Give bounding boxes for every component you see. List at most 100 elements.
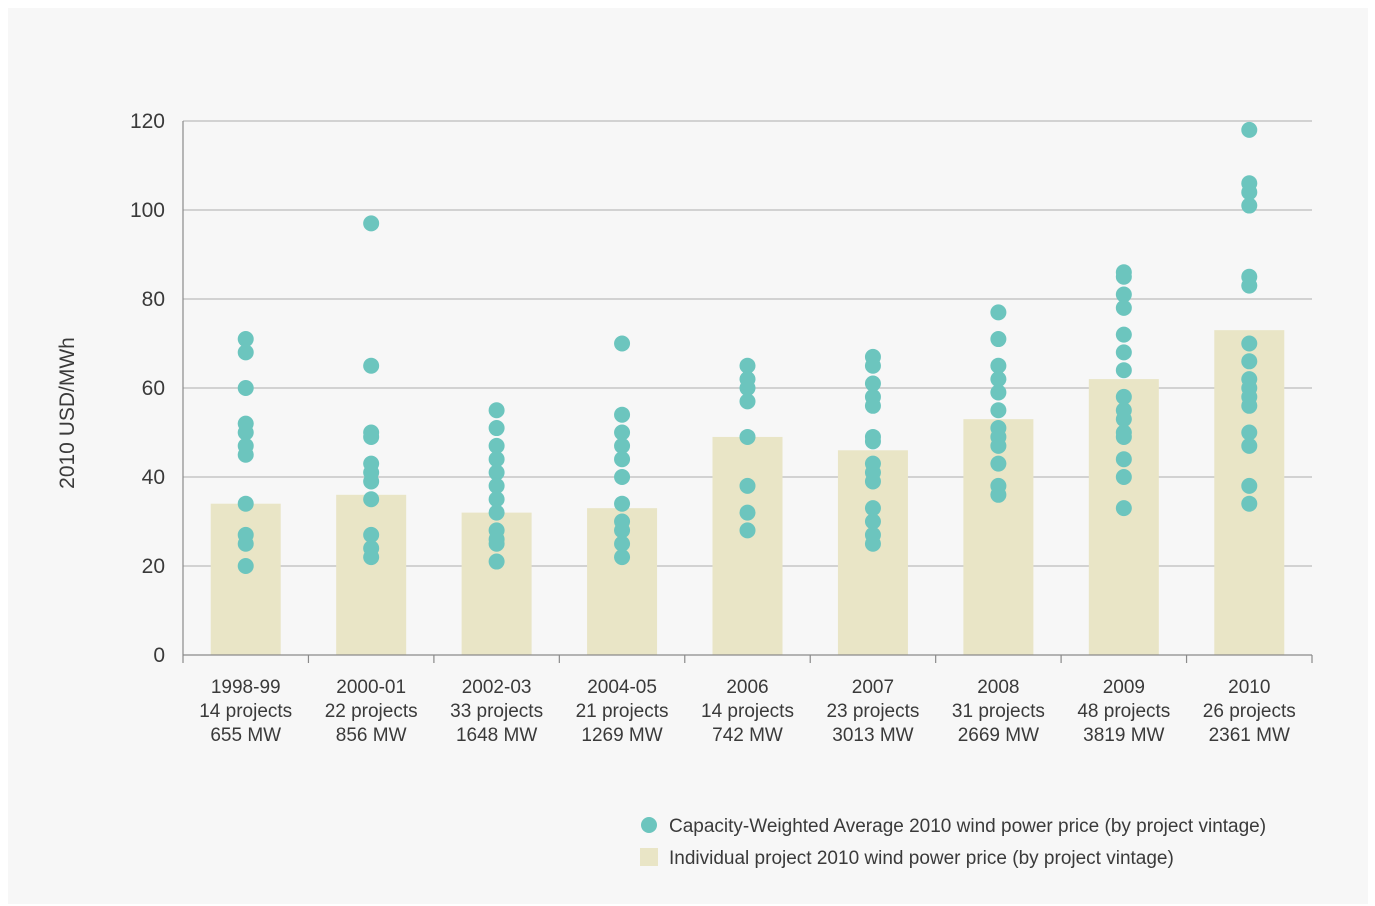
data-point (1115, 428, 1132, 445)
category-label: 2010 (1228, 677, 1270, 698)
y-tick-label: 0 (153, 644, 165, 667)
category-capacity-label: 3819 MW (1083, 725, 1164, 746)
data-point (1241, 184, 1258, 201)
legend-label-average: Capacity-Weighted Average 2010 wind powe… (669, 816, 1266, 837)
data-point (1241, 121, 1258, 138)
data-point (1115, 268, 1132, 285)
data-point (739, 522, 756, 539)
data-point (990, 402, 1007, 419)
category-projects-label: 21 projects (576, 701, 669, 722)
category-projects-label: 48 projects (1077, 701, 1170, 722)
category-capacity-label: 2669 MW (958, 725, 1039, 746)
y-tick-label: 80 (142, 288, 165, 311)
category-capacity-label: 2361 MW (1209, 725, 1290, 746)
category-capacity-label: 3013 MW (832, 725, 913, 746)
legend-label-individual: Individual project 2010 wind power price… (669, 848, 1174, 869)
data-point (739, 504, 756, 521)
data-point (1115, 469, 1132, 485)
data-point (237, 446, 254, 463)
data-point (363, 491, 380, 508)
data-point (1241, 495, 1258, 512)
data-point (990, 371, 1007, 388)
data-point (488, 504, 505, 521)
data-point (1115, 286, 1132, 303)
bar (210, 503, 281, 655)
bar-layer (210, 330, 1285, 655)
data-point (237, 380, 254, 396)
data-point (864, 397, 881, 414)
data-point (237, 495, 254, 512)
data-point (1241, 197, 1258, 214)
category-capacity-label: 655 MW (210, 725, 281, 746)
data-point (864, 513, 881, 530)
legend-swatch-individual (640, 848, 658, 866)
data-point (990, 486, 1007, 503)
data-point (614, 522, 631, 539)
data-point (488, 451, 505, 468)
data-point (363, 357, 380, 374)
category-label: 2004-05 (587, 677, 657, 698)
data-point (488, 553, 505, 570)
data-point (1241, 353, 1258, 370)
bar (712, 436, 783, 655)
chart-container: 0 20 40 60 80 100 120 1998-99 14 projects 655 MW 2… (8, 8, 1368, 904)
data-point (237, 535, 254, 552)
category-label: 1998-99 (211, 677, 281, 698)
data-point (488, 402, 505, 419)
data-point (237, 558, 254, 574)
data-point (363, 526, 380, 543)
data-point (1115, 362, 1132, 379)
data-point (1115, 388, 1132, 405)
label-layer: 0 20 40 60 80 100 120 1998-99 14 projects 655 MW 2… (130, 110, 1296, 746)
data-point (488, 437, 505, 454)
category-projects-label: 26 projects (1203, 701, 1296, 722)
y-tick-label: 120 (130, 110, 165, 133)
data-point (990, 331, 1007, 348)
y-tick-label: 40 (142, 466, 165, 489)
data-point (1241, 437, 1258, 454)
data-point (739, 357, 756, 374)
data-point (1115, 411, 1132, 428)
legend-swatch-average (641, 817, 657, 833)
data-point (990, 304, 1007, 321)
data-point (1241, 335, 1258, 352)
data-point (363, 428, 380, 445)
category-projects-label: 14 projects (701, 701, 794, 722)
data-point (488, 477, 505, 494)
y-tick-label: 60 (142, 377, 165, 400)
data-point (864, 473, 881, 490)
data-point (1115, 451, 1132, 468)
data-point (1115, 344, 1132, 361)
data-point (614, 451, 631, 468)
data-point (614, 335, 631, 352)
data-point (1241, 477, 1258, 494)
data-point (739, 380, 756, 396)
data-point (1241, 277, 1258, 294)
category-capacity-label: 1269 MW (581, 725, 662, 746)
data-point (488, 464, 505, 481)
data-point (237, 331, 254, 348)
data-point (1241, 397, 1258, 414)
category-projects-label: 14 projects (199, 701, 292, 722)
category-projects-label: 23 projects (826, 701, 919, 722)
data-point (864, 357, 881, 374)
bar (963, 419, 1034, 655)
data-point (739, 428, 756, 445)
bar (336, 494, 407, 655)
data-point (739, 393, 756, 410)
data-point (990, 455, 1007, 472)
data-point (614, 495, 631, 512)
data-point (990, 357, 1007, 374)
category-projects-label: 33 projects (450, 701, 543, 722)
data-point (614, 406, 631, 423)
data-point (363, 473, 380, 490)
data-point (1115, 299, 1132, 316)
data-point (488, 535, 505, 552)
data-point (864, 500, 881, 517)
data-point (614, 437, 631, 454)
axis-layer (182, 121, 1313, 663)
data-point (237, 424, 254, 441)
category-label: 2002-03 (462, 677, 532, 698)
y-tick-label: 20 (142, 555, 165, 578)
category-capacity-label: 742 MW (712, 725, 783, 746)
